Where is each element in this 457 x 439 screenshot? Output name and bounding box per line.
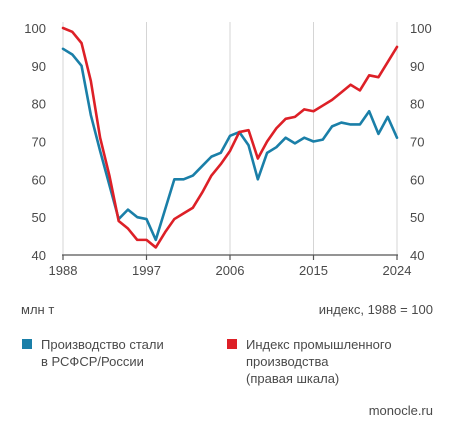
legend-steel-line-1: Производство стали [41,337,164,352]
y-left-tick-label-70: 70 [32,135,46,150]
x-tick-label-2006: 2006 [216,263,245,278]
legend-swatch-steel [22,339,32,349]
y-left-tick-label-60: 60 [32,172,46,187]
legend-steel-line-2: в РСФСР/России [41,354,144,369]
y-right-tick-label-100: 100 [410,21,432,36]
y-right-tick-label-70: 70 [410,135,424,150]
y-right-tick-label-60: 60 [410,172,424,187]
x-tick-label-2024: 2024 [383,263,412,278]
series-line-industrial-index [61,26,399,249]
legend-index-line-2: производства [246,354,329,369]
source-label: monocle.ru [368,403,433,418]
y-right-tick-label-50: 50 [410,210,424,225]
y-right-tick-label-80: 80 [410,97,424,112]
left-axis-unit-label: млн т [21,302,55,317]
y-left-tick-label-90: 90 [32,59,46,74]
y-left-tick-label-40: 40 [32,248,46,263]
right-axis-unit-label: индекс, 1988 = 100 [318,302,433,317]
y-right-tick-label-40: 40 [410,248,424,263]
legend-index-line-3: (правая шкала) [246,371,340,386]
y-left-tick-label-80: 80 [32,97,46,112]
legend-swatch-industrial-index [227,339,237,349]
x-tick-label-1997: 1997 [132,263,161,278]
legend-item-industrial-index: Индекс промышленного производства (права… [227,336,392,387]
y-left-tick-label-100: 100 [24,21,46,36]
legend-index-line-1: Индекс промышленного [246,337,392,352]
x-tick-label-1988: 1988 [49,263,78,278]
y-right-tick-label-90: 90 [410,59,424,74]
legend-item-steel: Производство стали в РСФСР/России [22,336,164,370]
y-left-tick-label-50: 50 [32,210,46,225]
x-tick-label-2015: 2015 [299,263,328,278]
